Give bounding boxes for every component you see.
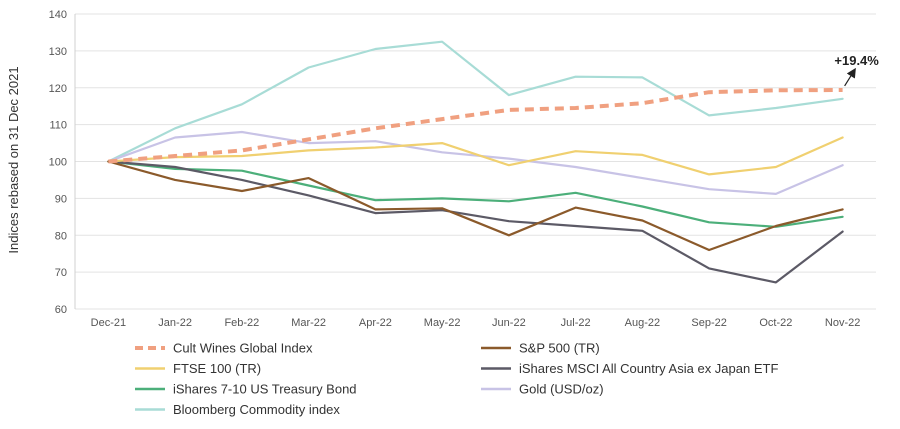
legend: Cult Wines Global Index S&P 500 (TR) FTSE … [135, 341, 778, 417]
annotation-label: +19.4% [834, 53, 879, 68]
x-tick-label: Feb-22 [224, 317, 259, 329]
x-tick-label: Aug-22 [625, 317, 660, 329]
y-tick-label: 90 [55, 193, 67, 205]
annotations: +19.4% [834, 53, 879, 87]
legend-label: Bloomberg Commodity index [173, 402, 340, 417]
legend-label: Gold (USD/oz) [519, 382, 604, 397]
x-tick-label: May-22 [424, 317, 461, 329]
legend-label: Cult Wines Global Index [173, 341, 313, 356]
x-tick-label: Sep-22 [691, 317, 726, 329]
x-tick-label: Mar-22 [291, 317, 326, 329]
x-tick-label: Apr-22 [359, 317, 392, 329]
y-tick-label: 100 [49, 157, 67, 169]
series-line [107, 160, 844, 228]
legend-label: FTSE 100 (TR) [173, 361, 261, 376]
series-lines [107, 40, 844, 284]
legend-label: S&P 500 (TR) [519, 341, 600, 356]
y-tick-label: 110 [49, 120, 67, 132]
y-axis: 60 70 80 90 100 110 120 130 140 [49, 9, 76, 316]
series-line [107, 130, 844, 195]
y-tick-label: 60 [55, 304, 67, 316]
gridlines [75, 13, 876, 310]
series-line [107, 40, 844, 163]
x-tick-label: Jan-22 [158, 317, 192, 329]
series-line [107, 136, 844, 176]
annotation-arrow [844, 67, 856, 87]
x-tick-label: Dec-21 [91, 317, 126, 329]
x-tick-label: Nov-22 [825, 317, 860, 329]
y-tick-label: 80 [55, 230, 67, 242]
x-axis: Dec-21 Jan-22 Feb-22 Mar-22 Apr-22 May-22 Jun-… [91, 317, 861, 329]
y-tick-label: 120 [49, 83, 67, 95]
x-tick-label: Jul-22 [561, 317, 591, 329]
y-axis-title: Indices rebased on 31 Dec 2021 [6, 66, 21, 253]
y-tick-label: 130 [49, 46, 67, 58]
series-line [107, 160, 844, 252]
x-tick-label: Jun-22 [492, 317, 526, 329]
legend-label: iShares 7-10 US Treasury Bond [173, 382, 357, 397]
y-tick-label: 70 [55, 267, 67, 279]
legend-label: iShares MSCI All Country Asia ex Japan E… [519, 361, 778, 376]
series-line [108, 88, 843, 164]
series-line [107, 160, 844, 284]
y-tick-label: 140 [49, 9, 67, 21]
x-tick-label: Oct-22 [759, 317, 792, 329]
